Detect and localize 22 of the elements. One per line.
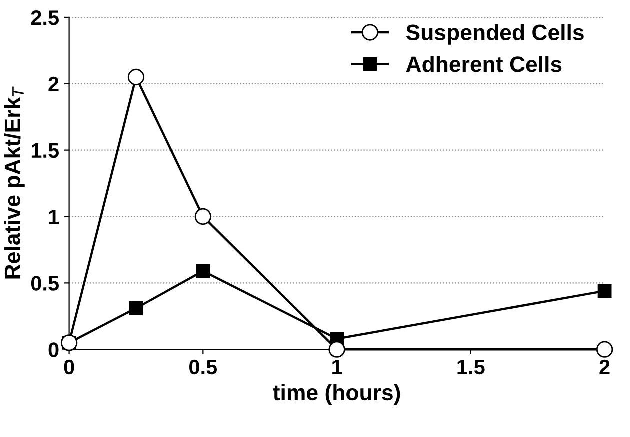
point [598, 284, 612, 298]
x-tick-label: 0.5 [190, 360, 218, 375]
legend-label: Adherent Cells [406, 56, 562, 72]
y-tick-label: 1.5 [32, 144, 59, 158]
legend-label: Suspended Cells [406, 24, 584, 45]
x-axis-title: time (hours) [273, 384, 400, 406]
point [596, 341, 614, 358]
point [129, 301, 144, 316]
x-tick-label: 0 [64, 360, 74, 375]
y-tick-label: 2 [48, 76, 59, 92]
y-tick-label: 2.5 [31, 10, 59, 26]
point [196, 264, 210, 278]
x-tick-label: 1 [332, 360, 342, 374]
y-axis-title: Relative pAkt/Erk$_{T}$ [4, 86, 25, 279]
y-tick-label: 0.5 [31, 276, 59, 291]
point [328, 341, 346, 358]
y-tick-label: 1 [49, 210, 59, 224]
point [194, 208, 212, 226]
x-tick-label: 2 [600, 360, 610, 374]
y-tick-label: 0 [48, 342, 59, 358]
x-tick-label: 1.5 [458, 360, 485, 375]
point [128, 68, 145, 86]
